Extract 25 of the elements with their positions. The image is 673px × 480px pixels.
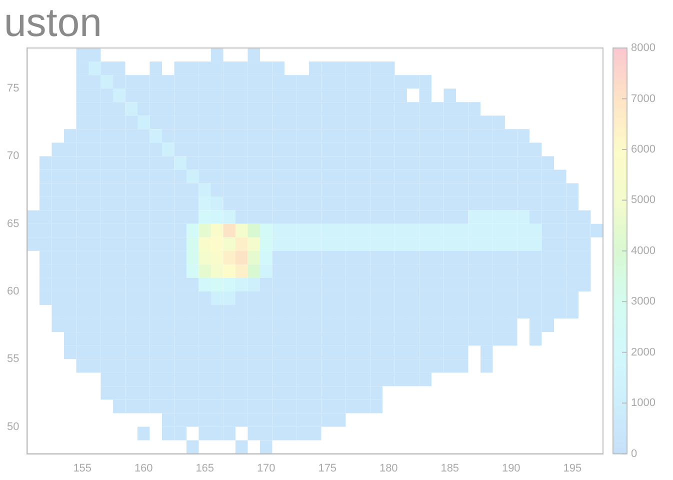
x-tick-label: 165 (196, 462, 214, 474)
x-tick-label: 190 (502, 462, 520, 474)
y-tick-label: 60 (6, 286, 20, 298)
color-bar-label: 2000 (631, 346, 656, 358)
y-tick-label: 70 (6, 150, 20, 162)
y-tick-label: 55 (6, 353, 20, 366)
color-bar-label: 4000 (631, 244, 656, 257)
color-bar-label: 8000 (631, 42, 656, 54)
color-bar-label: 0 (631, 448, 638, 460)
color-bar-label: 3000 (631, 296, 656, 308)
x-tick-label: 160 (134, 462, 153, 474)
color-bar-label: 7000 (631, 92, 656, 105)
y-tick-label: 65 (6, 218, 20, 230)
x-tick-label: 175 (318, 462, 337, 474)
y-tick-label: 75 (6, 82, 20, 95)
x-tick-label: 170 (256, 462, 276, 474)
color-bar-label: 5000 (631, 194, 656, 206)
x-tick-label: 180 (379, 462, 398, 474)
y-tick-label: 50 (6, 420, 20, 433)
x-tick-label: 195 (563, 462, 582, 474)
color-bar-label: 6000 (631, 143, 656, 156)
x-tick-label: 185 (440, 462, 460, 474)
x-tick-label: 155 (73, 462, 92, 474)
chart-title: uston (4, 0, 102, 46)
color-bar-label: 1000 (631, 397, 656, 410)
